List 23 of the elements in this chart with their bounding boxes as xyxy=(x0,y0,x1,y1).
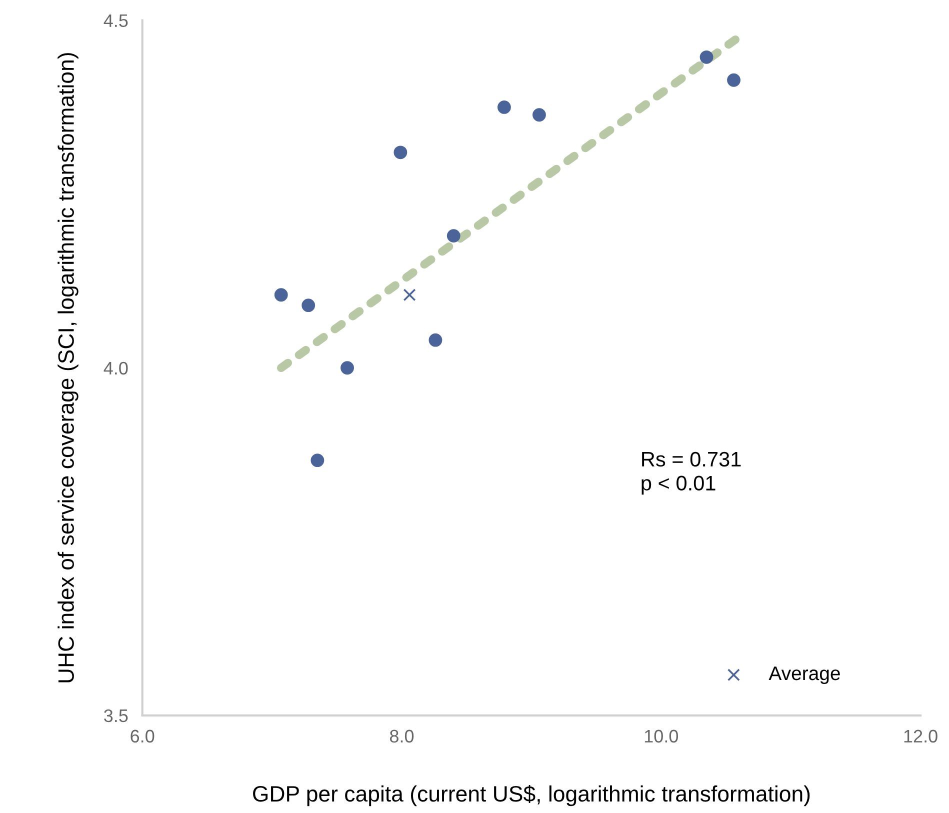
point xyxy=(302,298,316,312)
point xyxy=(403,288,416,302)
y-tick-label: 4.5 xyxy=(104,14,128,28)
point xyxy=(497,100,511,114)
point xyxy=(727,73,740,87)
point xyxy=(428,333,442,347)
x-tick-label: 12.0 xyxy=(904,730,938,743)
legend-label: Average xyxy=(768,666,840,684)
x-tick-label: 6.0 xyxy=(130,730,154,743)
point xyxy=(446,229,460,243)
y-tick-label: 4.0 xyxy=(104,362,128,375)
y-axis-title: UHC index of service coverage (SCI, logarithmic transformation) xyxy=(58,53,78,682)
x-tick-label: 10.0 xyxy=(644,730,678,743)
point xyxy=(700,50,714,64)
x-tick-label: 8.0 xyxy=(390,730,414,743)
point xyxy=(310,454,324,468)
point xyxy=(532,108,546,122)
x-axis-title: GDP per capita (current US$, logarithmic transformation) xyxy=(253,785,810,806)
y-tick-label: 3.5 xyxy=(104,709,128,722)
point xyxy=(394,146,408,160)
annotation: Rs = 0.731 p < 0.01 xyxy=(642,452,741,495)
point xyxy=(340,361,354,375)
point xyxy=(274,288,288,302)
